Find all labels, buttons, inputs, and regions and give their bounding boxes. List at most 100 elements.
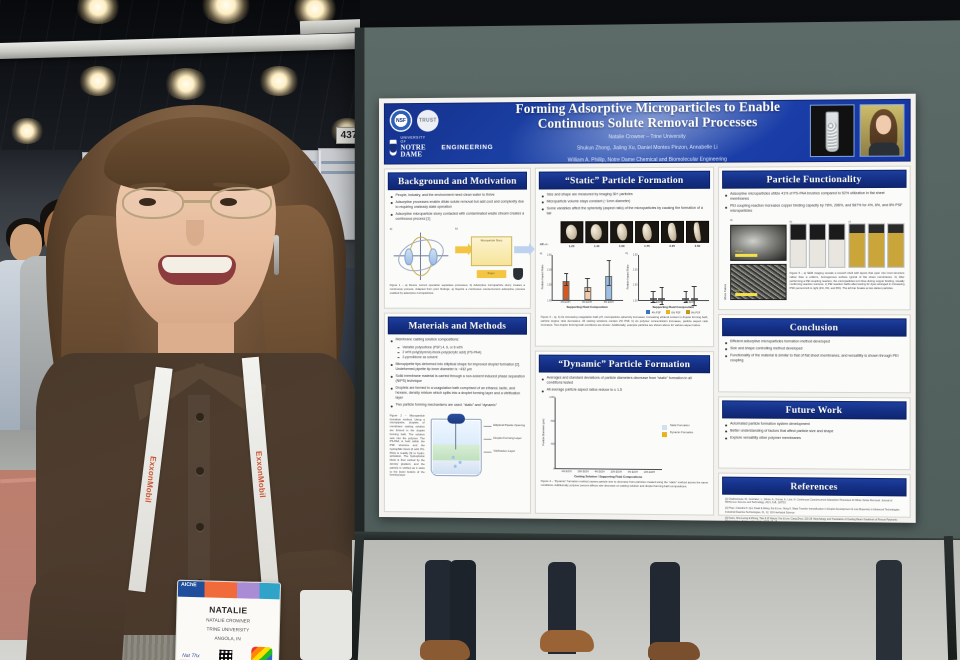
- particle-image-cell: 1.75: [635, 220, 659, 248]
- shirt-button: [196, 523, 204, 531]
- sem-image-whole-particle: 100 µm: [730, 224, 787, 262]
- legend-entry: Static Formation: [669, 423, 690, 428]
- section-title-background: Background and Motivation: [387, 171, 527, 191]
- x-tick: 4% EtOH: [560, 301, 571, 304]
- poster-title-line2: Continuous Solute Removal Processes: [537, 113, 758, 131]
- panel-references: References [1] Charbonneau, M.; Gonzalez…: [718, 472, 911, 524]
- eye-right: [220, 198, 237, 206]
- background-bullets: People, industry, and the environment ne…: [388, 190, 527, 224]
- ceiling-truss: [0, 32, 360, 60]
- aiche-logo: AIChE: [180, 581, 197, 589]
- badge-header-band: AIChE: [177, 580, 281, 600]
- chart-dynamic-legend: Static Formation Dynamic Formation: [661, 398, 708, 479]
- bullet: Adsorptive microparticles utilize 41% of…: [725, 191, 904, 202]
- chart-static-b: b) Particle Aspect Ratio 2.50 2.00 1.50 …: [626, 251, 710, 315]
- smiling-mouth: [158, 255, 236, 285]
- badge-signature: Nat Thx: [182, 652, 200, 659]
- x-tick: 10% EtOH: [577, 470, 589, 474]
- bullet: People, industry, and the environment ne…: [391, 193, 525, 199]
- particle-image-cell: 1.40: [585, 220, 609, 248]
- bullet: Size and shape are measured by imaging 3…: [542, 192, 708, 198]
- y-tick: 1.50: [547, 283, 552, 287]
- bullet: Microparticle volume stays constant (~1m…: [542, 199, 708, 205]
- badge-first-name: NATALIE: [209, 604, 248, 616]
- section-title-dynamic: “Dynamic” Particle Formation: [538, 354, 711, 374]
- section-title-conclusion: Conclusion: [722, 318, 907, 337]
- figure-2-labels: Elliptical Pipette Opening Droplet Formi…: [484, 419, 525, 477]
- conclusion-bullets: Efficient adsorptive microparticles form…: [722, 336, 906, 366]
- bullet: Adsorptive processes enable dilute solut…: [391, 199, 525, 210]
- column-right: Particle Functionality Adsorptive microp…: [718, 165, 911, 524]
- trash-bin: [300, 590, 352, 660]
- bullet: Averages and standard deviations of part…: [542, 376, 708, 387]
- poster-title-line1: Forming Adsorptive Microparticles to Ena…: [515, 98, 781, 116]
- process-box-label: Microparticle Slurry: [480, 239, 503, 243]
- figure-3-charts: a) Particle Aspect Ratio 2.50 2.00 1.50 …: [539, 248, 710, 315]
- conference-badge: AIChE NATALIE NATALIE CROWNER TRINE UNIV…: [174, 579, 282, 660]
- authors-line1: Natalie Crowner – Trine University: [608, 133, 686, 140]
- badge-full-name: NATALIE CROWNER: [206, 616, 251, 624]
- panel-functionality: Particle Functionality Adsorptive microp…: [718, 165, 911, 311]
- chart-static-a: a) Particle Aspect Ratio 2.50 2.00 1.50 …: [540, 251, 623, 314]
- title-block: Forming Adsorptive Microparticles to Ena…: [487, 99, 810, 165]
- section-title-static: “Static” Particle Formation: [538, 170, 711, 190]
- panel-conclusion: Conclusion Efficient adsorptive micropar…: [718, 314, 911, 394]
- particle-image-cell: 2.25: [660, 220, 684, 248]
- bullet: Size and shape controlling method develo…: [725, 346, 904, 352]
- logo-group: NSF TRUST UNIVERSITY OF NOTRE DAME ENGIN…: [385, 109, 493, 158]
- x-tick: 10% EtOH: [610, 470, 622, 474]
- section-title-future-work: Future Work: [722, 400, 907, 420]
- bullet: Efficient adsorptive microparticles form…: [725, 339, 904, 345]
- ceiling-truss-secondary: [299, 18, 360, 35]
- rotation-schematic: [390, 230, 453, 282]
- y-tick: 2.00: [632, 268, 638, 272]
- x-tick: 4% EtOH: [594, 470, 605, 474]
- figure-4-chart: Particle Diameter (µm) 1200 800 400 0: [539, 394, 710, 479]
- bar: [584, 278, 592, 300]
- x-tick: 8% EtOH: [603, 301, 614, 304]
- vial-photo: [887, 223, 905, 268]
- section-title-methods: Materials and Methods: [387, 316, 527, 335]
- particle-vial-photo: [809, 104, 855, 158]
- nsf-logo-icon: NSF: [389, 109, 413, 133]
- figure-3-caption: Figure 3 – a), b) As increasing coagulat…: [540, 316, 709, 327]
- sem-image-inner: 10 µm: [730, 264, 787, 301]
- panel-future-work: Future Work Automated particle formation…: [718, 396, 911, 471]
- y-tick: 1200: [549, 395, 555, 399]
- person-legs-far-right: [876, 560, 902, 660]
- label-vitrification-layer: Vitrification Layer: [484, 449, 525, 453]
- reference-entry: [1] Charbonneau, M.; Gonzalez, L.; Weiss…: [725, 497, 893, 505]
- bar: [649, 290, 657, 303]
- dynamic-bullets: Averages and standard deviations of part…: [539, 373, 710, 396]
- particle-image-cell: 1.20: [560, 220, 584, 248]
- y-tick: 1.00: [632, 299, 638, 303]
- header-images: [809, 103, 910, 158]
- college-name: ENGINEERING: [441, 143, 494, 151]
- label-pipette: Elliptical Pipette Opening: [484, 423, 525, 427]
- methods-bullets: Membrane casting solution compositions: …: [388, 334, 527, 410]
- eye-left: [139, 198, 156, 206]
- panel-static: “Static” Particle Formation Size and sha…: [534, 166, 715, 348]
- vial-photo: [828, 223, 846, 268]
- chart-a-xticks: 4% EtOH 6% EtOH 8% EtOH: [552, 301, 623, 304]
- bullet: Automated particle formation system deve…: [725, 421, 904, 427]
- reference-entry: [3] Kwon, Shu-Leung & Zhong, Tian & Zi N…: [725, 516, 898, 524]
- presenter-headshot: [859, 103, 905, 157]
- earring: [274, 235, 279, 275]
- bullet: Functionality of the material is similar…: [725, 353, 904, 364]
- figure-4-caption: Figure 4 – “Dynamic” formation method ca…: [540, 479, 709, 488]
- authors-line3: William A. Phillip, Notre Dame Chemical …: [567, 156, 727, 164]
- reference-list: [1] Charbonneau, M.; Gonzalez, L.; Weiss…: [722, 495, 906, 528]
- functionality-bullets: Adsorptive microparticles utilize 41% of…: [722, 188, 906, 216]
- x-tick: 4% EtOH: [561, 470, 572, 474]
- bullet: Solid membrane material is carried throu…: [391, 374, 525, 385]
- panel-methods: Materials and Methods Membrane casting s…: [383, 312, 531, 514]
- figure-2: Figure 2 – Microparticle formation metho…: [388, 409, 527, 479]
- pride-flag-icon: [250, 646, 273, 660]
- legend-entry: 4% PSF: [651, 311, 661, 315]
- lanyard-text: ExxonMobil: [253, 450, 268, 499]
- future-work-bullets: Automated particle formation system deve…: [722, 418, 906, 443]
- coagulation-bath-diagram: [430, 413, 482, 477]
- figure-5-caption: Figure 5 – a) SEM imaging reveals a smoo…: [789, 271, 905, 291]
- bullet: Droplets are formed in a coagulation bat…: [391, 386, 525, 402]
